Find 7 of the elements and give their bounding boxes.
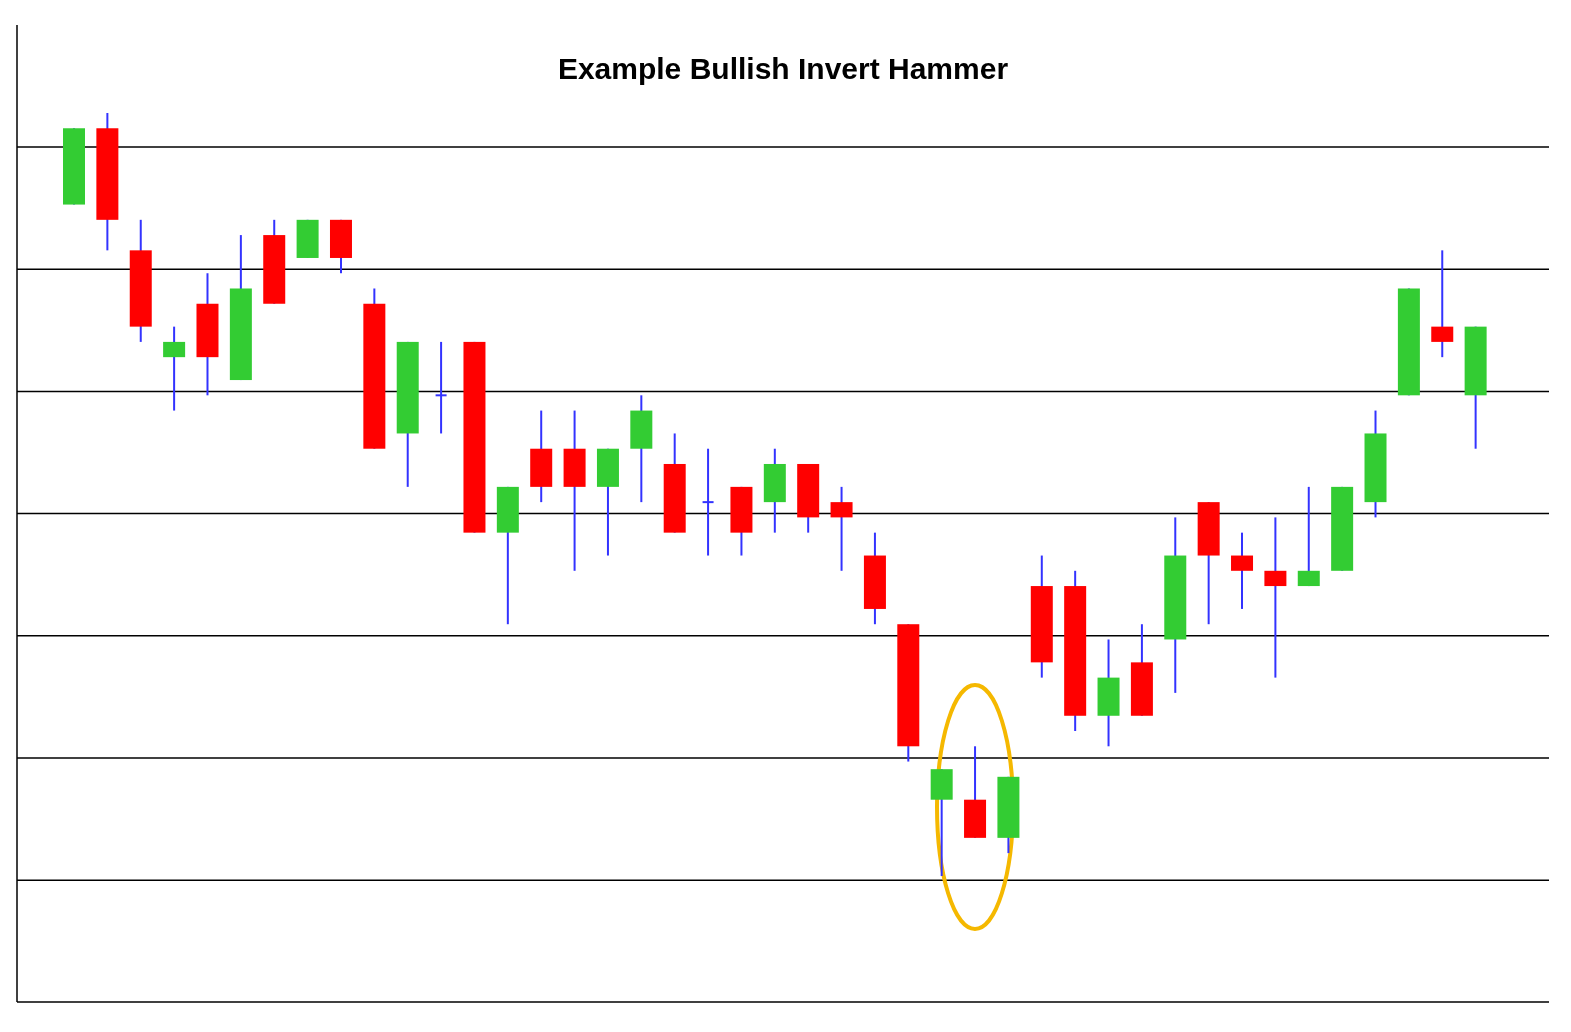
candlestick bbox=[830, 485, 853, 572]
chart-title: Example Bullish Invert Hammer bbox=[556, 52, 1010, 86]
candlestick bbox=[1297, 485, 1320, 588]
candlestick bbox=[1431, 249, 1454, 359]
candlestick bbox=[1264, 516, 1287, 679]
candlestick bbox=[163, 325, 186, 412]
candlestick bbox=[1231, 531, 1254, 610]
